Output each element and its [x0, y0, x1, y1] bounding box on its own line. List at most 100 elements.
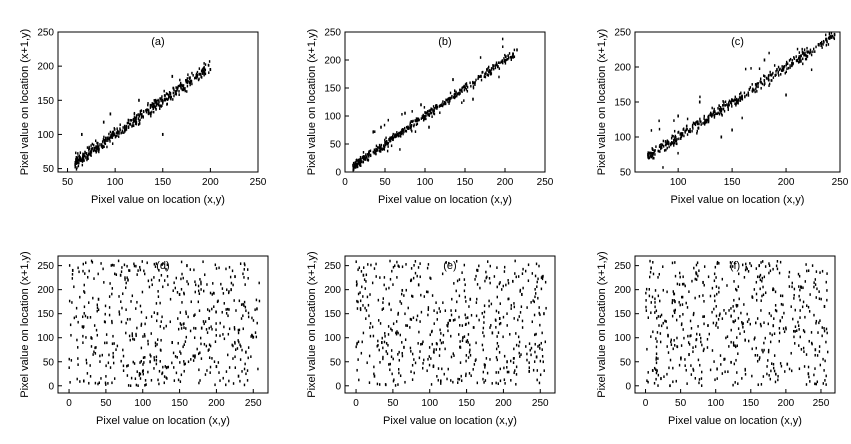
data-point	[798, 367, 801, 371]
data-point	[98, 150, 100, 154]
data-point	[109, 282, 111, 285]
data-point	[771, 333, 773, 337]
data-point	[432, 364, 435, 368]
data-point	[497, 371, 500, 374]
data-point	[462, 336, 464, 340]
data-point	[389, 277, 392, 281]
data-point	[716, 262, 718, 265]
data-point	[420, 342, 422, 346]
data-point	[502, 335, 504, 339]
data-point	[447, 367, 449, 371]
data-point	[234, 366, 237, 369]
data-point	[506, 360, 508, 364]
data-point	[809, 293, 811, 296]
data-point	[88, 269, 90, 273]
data-point	[672, 290, 674, 293]
data-point	[647, 380, 649, 384]
data-point	[358, 378, 360, 382]
data-point	[389, 362, 392, 366]
data-point	[813, 281, 815, 284]
data-point	[157, 103, 159, 107]
data-point	[135, 383, 138, 387]
data-point	[535, 355, 538, 359]
data-point	[124, 130, 126, 133]
data-point	[465, 372, 467, 376]
data-point	[389, 368, 391, 372]
data-point	[486, 73, 488, 77]
data-point	[404, 380, 406, 384]
data-point	[388, 286, 390, 290]
data-point	[821, 269, 824, 273]
data-point	[173, 366, 175, 369]
data-point	[770, 314, 772, 318]
data-point	[123, 263, 126, 267]
data-point	[823, 40, 825, 44]
data-point	[819, 363, 822, 367]
data-point	[83, 154, 85, 157]
data-point	[778, 271, 781, 275]
data-point	[686, 124, 688, 128]
data-point	[796, 329, 798, 333]
data-point	[125, 308, 127, 312]
data-point	[119, 273, 122, 277]
data-point	[496, 335, 498, 338]
data-point	[160, 99, 162, 103]
data-point	[137, 117, 140, 121]
data-point	[672, 135, 674, 138]
data-point	[717, 318, 720, 321]
data-point	[153, 99, 155, 102]
data-point	[756, 317, 759, 320]
data-point	[189, 329, 192, 333]
data-point	[358, 162, 360, 166]
data-point	[375, 149, 377, 152]
data-point	[111, 321, 113, 325]
data-point	[357, 358, 359, 361]
data-point	[177, 84, 180, 88]
data-point	[444, 309, 447, 312]
data-point	[113, 127, 115, 130]
data-point	[79, 295, 81, 299]
data-point	[715, 314, 718, 318]
data-point	[802, 57, 804, 61]
data-point	[464, 313, 466, 317]
data-point	[382, 346, 384, 350]
data-point	[126, 264, 128, 268]
data-point	[443, 103, 445, 106]
data-point	[180, 323, 182, 327]
data-point	[159, 97, 161, 100]
data-point	[698, 333, 701, 336]
data-point	[133, 119, 135, 122]
data-point	[401, 341, 403, 344]
data-point	[362, 155, 364, 159]
data-point	[401, 351, 403, 355]
data-point	[201, 76, 203, 79]
data-point	[774, 73, 777, 77]
x-tick-label: 100	[707, 398, 724, 409]
data-point	[763, 321, 765, 325]
data-point	[814, 50, 816, 53]
data-point	[125, 321, 127, 325]
data-point	[520, 353, 522, 356]
data-point	[206, 331, 209, 334]
data-point	[826, 272, 828, 275]
data-point	[149, 360, 151, 364]
data-point	[88, 147, 90, 150]
data-point	[512, 52, 514, 56]
data-point	[749, 262, 751, 265]
data-point	[160, 273, 163, 277]
data-point	[651, 295, 654, 299]
data-point	[429, 109, 431, 112]
data-point	[99, 143, 101, 146]
points-e	[355, 259, 547, 387]
data-point	[164, 97, 166, 101]
data-point	[741, 377, 743, 380]
data-point	[694, 296, 696, 300]
data-point	[458, 294, 461, 298]
data-point	[355, 280, 358, 283]
data-point	[650, 266, 652, 270]
data-point	[484, 379, 487, 382]
data-point	[135, 114, 138, 117]
data-point	[68, 299, 71, 303]
data-point	[215, 310, 217, 314]
data-point	[82, 152, 84, 156]
